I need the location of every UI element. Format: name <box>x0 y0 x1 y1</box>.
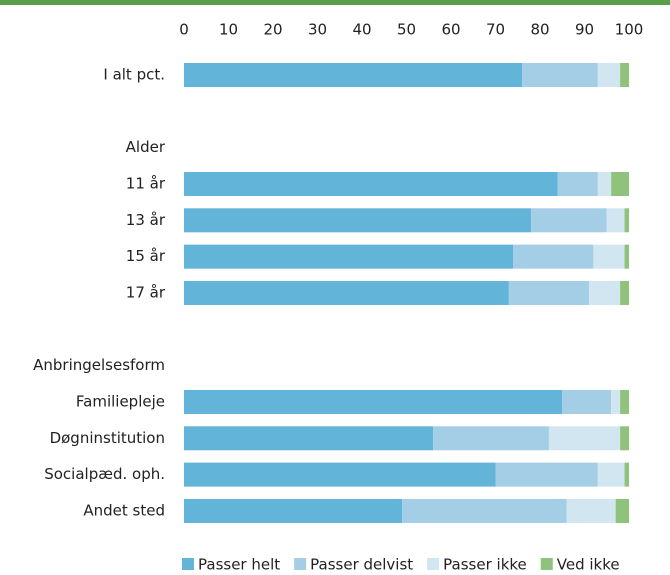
bar-segment <box>184 208 532 233</box>
legend-swatch <box>182 558 194 570</box>
y-tick-label: Andet sted <box>83 501 165 519</box>
legend-label: Passer delvist <box>310 556 413 574</box>
legend-label: Passer helt <box>198 556 280 574</box>
legend-swatch <box>540 558 553 570</box>
bar-segment <box>433 426 549 451</box>
y-tick-label: Familiepleje <box>76 392 165 410</box>
bar-segment <box>562 389 612 414</box>
y-tick-label: 13 år <box>126 211 166 229</box>
x-tick-label: 0 <box>179 21 189 39</box>
bar-segment <box>548 426 621 451</box>
bar-segment <box>597 171 612 196</box>
bar-segment <box>606 208 625 233</box>
x-tick-label: 70 <box>486 21 505 39</box>
bar-segment <box>611 389 621 414</box>
x-tick-label: 10 <box>219 21 238 39</box>
bar-segment <box>184 389 563 414</box>
bar-segment <box>522 63 598 87</box>
bar-segment <box>620 389 629 414</box>
bar-segment <box>593 244 625 269</box>
x-tick-label: 30 <box>308 21 327 39</box>
bar-segment <box>624 244 629 269</box>
bar-segment <box>566 498 616 523</box>
x-tick-label: 20 <box>263 21 282 39</box>
bar-segment <box>597 462 625 487</box>
bar-segment <box>615 498 629 523</box>
bar-segment <box>513 244 594 269</box>
legend-swatch <box>427 558 440 570</box>
bar-segment <box>402 498 567 523</box>
x-tick-label: 50 <box>397 21 416 39</box>
top-bar <box>0 0 670 5</box>
y-tick-label: I alt pct. <box>103 66 165 84</box>
bar-segment <box>588 280 621 305</box>
x-tick-label: 40 <box>352 21 371 39</box>
bar-segment <box>184 244 514 269</box>
bar-segment <box>184 462 496 487</box>
y-tick-label: 15 år <box>126 247 166 265</box>
bar-segment <box>624 208 629 233</box>
x-tick-label: 100 <box>615 21 644 39</box>
x-tick-label: 60 <box>441 21 460 39</box>
bar-segment <box>184 171 558 196</box>
bar-segment <box>495 462 598 487</box>
y-tick-label: 17 år <box>126 283 166 301</box>
legend-swatch <box>294 558 307 570</box>
x-tick-label: 90 <box>575 21 594 39</box>
bar-segment <box>184 280 509 305</box>
bar-segment <box>184 498 403 523</box>
y-tick-label: Alder <box>126 138 166 156</box>
bar-segment <box>531 208 607 233</box>
bar-segment <box>557 171 598 196</box>
bar-segment <box>624 462 629 487</box>
x-tick-label: 80 <box>530 21 549 39</box>
bar-segment <box>508 280 589 305</box>
bar-segment <box>611 171 629 196</box>
bar-segment <box>620 63 629 87</box>
bar-segment <box>620 426 629 451</box>
bar-segment <box>184 63 523 87</box>
bar-segment <box>184 426 434 451</box>
y-tick-label: Socialpæd. oph. <box>44 465 165 483</box>
legend-label: Ved ikke <box>557 556 620 574</box>
bar-segment <box>597 63 621 87</box>
bar-segment <box>620 280 629 305</box>
y-tick-label: Anbringelsesform <box>33 356 165 374</box>
legend-label: Passer ikke <box>443 556 527 574</box>
y-tick-label: 11 år <box>126 174 166 192</box>
y-tick-label: Døgninstitution <box>50 429 165 447</box>
